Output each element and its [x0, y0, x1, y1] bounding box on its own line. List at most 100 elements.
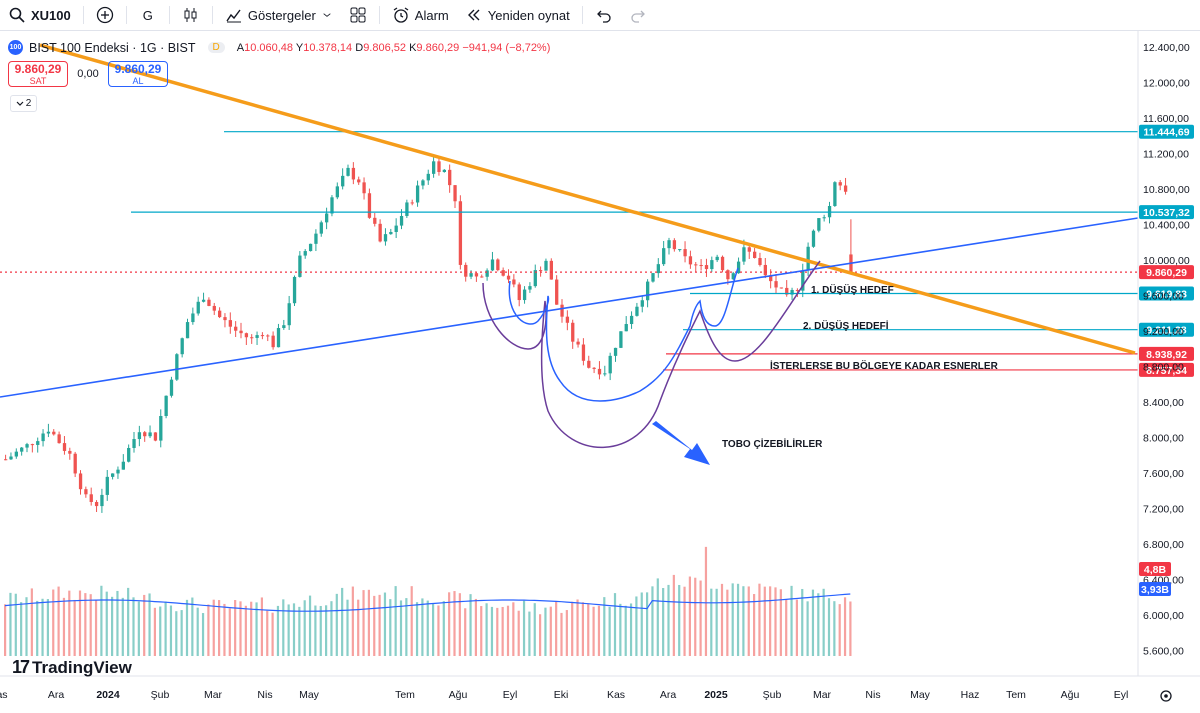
volume-bar: [736, 583, 740, 656]
time-axis[interactable]: as Ara 2024 Şub Mar Nis May Tem Ağu Eyl Eki Kas Ara 2…: [0, 675, 1200, 701]
volume-bar: [806, 601, 809, 656]
price-chart[interactable]: 11.444,69 10.537,32 9.860,29 9.619,83 9.211,…: [0, 31, 1200, 708]
volume-bar: [555, 601, 558, 656]
volume-bar: [153, 607, 156, 656]
candle-body: [212, 305, 216, 311]
candle-body: [624, 324, 628, 332]
x-tick-label: Şub: [763, 689, 782, 701]
brand-label: TradingView: [32, 657, 132, 677]
volume-bar: [287, 604, 290, 656]
alarm-button[interactable]: Alarm: [384, 0, 457, 30]
volume-bar: [785, 599, 788, 656]
price-level-tag: [1139, 362, 1194, 377]
candle-body: [506, 275, 511, 280]
redo-button[interactable]: [621, 0, 655, 30]
indicators-icon: [226, 9, 241, 23]
candle-body: [496, 259, 500, 271]
volume-bar: [9, 592, 12, 656]
tradingview-logo[interactable]: 17 TradingView: [12, 657, 132, 678]
candle-body: [127, 447, 131, 462]
volume-bar: [790, 585, 793, 656]
y-tick-label: 7.200,00: [1143, 504, 1184, 516]
indicator-collapse-button[interactable]: 2: [10, 95, 37, 112]
volume-bars: [4, 546, 852, 656]
volume-bar: [191, 597, 194, 656]
volume-bar: [635, 596, 638, 656]
buy-button[interactable]: 9.860,29 AL: [108, 61, 168, 87]
volume-bar: [458, 593, 461, 656]
volume-bar: [827, 598, 831, 656]
volume-bar: [619, 603, 622, 656]
candle-body: [688, 256, 693, 265]
y-tick-label: 8.000,00: [1143, 433, 1184, 445]
layouts-button[interactable]: [341, 0, 375, 30]
grid-layout-icon: [350, 7, 366, 23]
volume-bar: [330, 601, 333, 656]
price-level-tag: [1139, 286, 1194, 301]
orange-trendline[interactable]: [39, 43, 1136, 355]
volume-bar: [672, 574, 675, 656]
settings-icon[interactable]: [1160, 690, 1172, 702]
chart-area[interactable]: 11.444,69 10.537,32 9.860,29 9.619,83 9.211,…: [0, 31, 1200, 708]
x-tick-label: Eyl: [1114, 689, 1129, 701]
candle-body: [57, 434, 61, 444]
open-value: 10.060,48: [244, 41, 294, 54]
plus-circle-icon: [96, 6, 113, 24]
candle-body: [335, 186, 339, 198]
indicators-label: Göstergeler: [247, 7, 316, 23]
candle-body: [667, 240, 671, 249]
candle-body: [549, 260, 553, 280]
candle-body: [399, 215, 404, 226]
separator: [211, 6, 213, 24]
y-tick-label: 5.600,00: [1143, 646, 1184, 658]
chart-type-button[interactable]: [174, 0, 208, 30]
tobo-purple-curve[interactable]: [482, 260, 821, 448]
price-axis[interactable]: 12.400,00 12.000,00 11.600,00 11.200,00 10.8…: [1137, 31, 1190, 676]
x-tick-label: Eyl: [503, 689, 518, 701]
volume-bar: [116, 590, 119, 656]
candle-body: [25, 444, 29, 448]
volume-bar: [597, 605, 601, 656]
undo-button[interactable]: [587, 0, 621, 30]
volume-bar: [164, 601, 167, 656]
x-tick-label: as: [0, 689, 8, 701]
horizontal-levels[interactable]: 11.444,69 10.537,32 9.860,29 9.619,83 9.211,…: [0, 124, 1194, 377]
legend-title[interactable]: BIST 100 Endeksi · 1G · BIST: [29, 40, 196, 55]
candle-body: [271, 335, 275, 348]
candle-body: [36, 441, 40, 445]
tobo-blue-curve[interactable]: [508, 267, 739, 402]
volume-bar: [159, 606, 162, 656]
candle-body: [464, 264, 468, 277]
volume-bar: [84, 593, 87, 656]
compare-button[interactable]: [88, 0, 122, 30]
hand-drawings[interactable]: [482, 260, 821, 448]
volume-bar: [228, 608, 231, 656]
alarm-label: Alarm: [414, 7, 449, 23]
symbol-logo-icon: 100: [8, 40, 23, 55]
candle-body: [239, 330, 243, 334]
candle-body: [14, 451, 18, 457]
low-value: 9.806,52: [363, 41, 407, 54]
volume-bar: [266, 610, 269, 656]
volume-bar: [127, 587, 130, 656]
candle-body: [266, 335, 270, 337]
interval-button[interactable]: G: [131, 0, 165, 30]
volume-bar: [41, 598, 44, 656]
volume-bar: [410, 586, 413, 656]
candle-body: [218, 310, 222, 318]
replay-button[interactable]: Yeniden oynat: [457, 0, 578, 30]
blue-trendline[interactable]: [0, 217, 1139, 398]
sell-label: SAT: [29, 76, 47, 86]
replay-icon: [467, 9, 480, 21]
high-value: 10.378,14: [303, 41, 353, 54]
chevron-down-icon: [16, 101, 24, 106]
volume-bar: [592, 606, 595, 656]
candle-body: [330, 197, 334, 214]
volume-bar: [308, 595, 312, 656]
volume-bar: [52, 589, 55, 656]
symbol-search[interactable]: XU100: [0, 0, 79, 30]
candle-body: [105, 476, 109, 495]
sell-button[interactable]: 9.860,29 SAT: [8, 61, 68, 87]
candle-body: [838, 182, 842, 186]
indicators-button[interactable]: Göstergeler: [217, 0, 341, 30]
